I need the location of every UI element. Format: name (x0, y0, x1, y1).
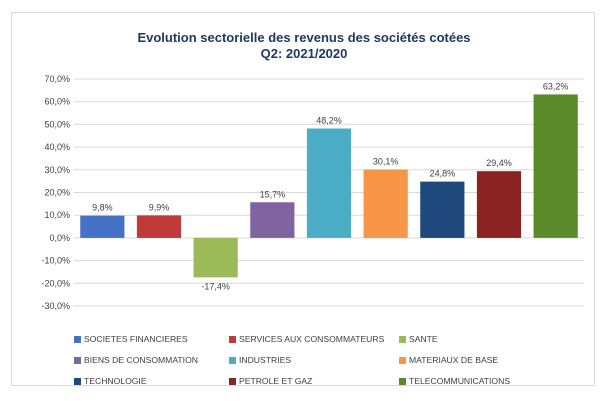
y-tick-label: -20,0% (41, 278, 70, 288)
chart-title-line-1: Evolution sectorielle des revenus des so… (137, 30, 471, 45)
legend-swatch (399, 356, 406, 364)
y-tick-label: 40,0% (44, 142, 70, 152)
legend-item: TECHNOLOGIE (74, 375, 147, 387)
legend-swatch (399, 335, 406, 343)
data-label: 9,8% (92, 203, 113, 213)
legend-item: SANTE (399, 333, 438, 345)
legend-item: INDUSTRIES (229, 354, 291, 366)
legend-swatch (74, 335, 81, 343)
bar-chart-plot: -30,0% -20,0% -10,0% 0,0% 10,0% 20,0% 30,0% 40,… (41, 74, 584, 311)
data-label: 15,7% (260, 189, 286, 199)
bar (533, 94, 578, 238)
y-tick-label: 70,0% (44, 74, 70, 84)
chart-frame: Evolution sectorielle des revenus des so… (11, 12, 595, 386)
data-label: 48,2% (316, 115, 342, 125)
data-label: 63,2% (543, 81, 569, 91)
bar (420, 181, 465, 238)
legend-swatch (229, 335, 236, 343)
legend-item: SOCIETES FINANCIERES (74, 333, 188, 345)
bar (250, 202, 295, 238)
legend-label: TECHNOLOGIE (84, 376, 147, 386)
legend-label: SOCIETES FINANCIERES (84, 334, 188, 344)
bar (193, 237, 238, 278)
legend-swatch (229, 356, 236, 364)
chart-legend: SOCIETES FINANCIERES SERVICES AUX CONSOMM… (74, 333, 594, 393)
y-tick-label: 20,0% (44, 188, 70, 198)
y-tick-label: 60,0% (44, 97, 70, 107)
data-label: 30,1% (373, 157, 399, 167)
legend-label: SERVICES AUX CONSOMMATEURS (239, 334, 385, 344)
legend-label: SANTE (409, 334, 438, 344)
legend-item: PETROLE ET GAZ (229, 375, 312, 387)
chart-title-line-2: Q2: 2021/2020 (260, 46, 348, 61)
legend-item: TELECOMMUNICATIONS (399, 375, 510, 387)
legend-swatch (399, 377, 406, 385)
legend-swatch (74, 356, 81, 364)
legend-label: MATERIAUX DE BASE (409, 355, 499, 365)
legend-label: INDUSTRIES (239, 355, 292, 365)
data-label: 24,8% (430, 169, 456, 179)
legend-item: BIENS DE CONSOMMATION (74, 354, 198, 366)
legend-label: BIENS DE CONSOMMATION (84, 355, 198, 365)
chart-title: Evolution sectorielle des revenus des so… (12, 30, 596, 62)
y-tick-label: 50,0% (44, 119, 70, 129)
y-tick-label: 30,0% (44, 165, 70, 175)
legend-item: MATERIAUX DE BASE (399, 354, 498, 366)
data-label: 29,4% (486, 158, 512, 168)
bar (80, 215, 125, 238)
bar (476, 171, 522, 238)
bar (306, 128, 352, 238)
y-tick-label: 10,0% (44, 210, 70, 220)
bar (363, 169, 408, 238)
legend-swatch (229, 377, 236, 385)
legend-item: SERVICES AUX CONSOMMATEURS (229, 333, 384, 345)
legend-swatch (74, 377, 81, 385)
y-tick-label: 0,0% (49, 233, 70, 243)
data-label: -17,4% (201, 281, 230, 291)
bar (136, 215, 182, 238)
data-label: 9,9% (149, 202, 170, 212)
y-tick-label: -30,0% (41, 301, 70, 311)
legend-label: PETROLE ET GAZ (239, 376, 313, 386)
y-tick-label: -10,0% (41, 256, 70, 266)
legend-label: TELECOMMUNICATIONS (409, 376, 511, 386)
